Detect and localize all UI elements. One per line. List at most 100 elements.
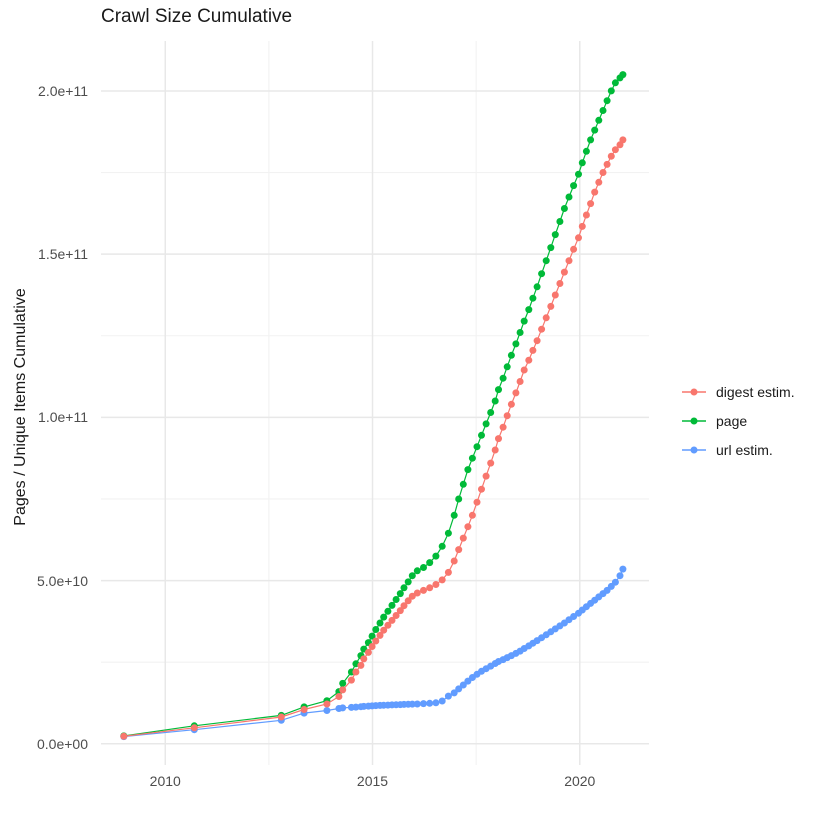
data-point bbox=[516, 329, 524, 336]
data-point bbox=[392, 596, 400, 603]
data-point bbox=[507, 351, 515, 359]
data-point bbox=[512, 389, 520, 397]
data-point bbox=[499, 374, 507, 382]
y-tick-label: 5.0e+10 bbox=[37, 572, 88, 589]
data-point bbox=[444, 692, 452, 700]
series-url-estim- bbox=[120, 565, 627, 741]
data-point bbox=[396, 590, 404, 598]
y-axis-title: Pages / Unique Items Cumulative bbox=[12, 288, 29, 526]
data-point bbox=[525, 356, 533, 364]
data-point bbox=[323, 700, 331, 708]
data-point bbox=[619, 136, 627, 144]
data-point bbox=[547, 244, 555, 252]
data-point bbox=[400, 584, 408, 592]
data-point bbox=[538, 325, 546, 333]
data-point bbox=[455, 685, 463, 693]
data-point bbox=[542, 257, 550, 265]
data-point bbox=[408, 700, 416, 708]
data-point bbox=[388, 616, 396, 624]
data-point bbox=[482, 420, 490, 428]
data-point bbox=[464, 523, 472, 531]
data-point bbox=[420, 586, 427, 594]
data-point bbox=[364, 648, 372, 656]
data-point bbox=[520, 317, 528, 325]
data-point bbox=[473, 498, 481, 506]
legend-label: page bbox=[716, 412, 748, 429]
data-point bbox=[529, 294, 537, 302]
data-point bbox=[413, 567, 421, 575]
data-point bbox=[487, 409, 495, 416]
y-tick-label: 0.0e+00 bbox=[37, 735, 88, 752]
data-point bbox=[611, 146, 619, 154]
data-point bbox=[372, 626, 380, 633]
data-point bbox=[450, 557, 458, 565]
data-point bbox=[408, 572, 416, 580]
data-point bbox=[357, 661, 365, 669]
data-point bbox=[468, 511, 476, 519]
data-point bbox=[420, 700, 427, 708]
data-point bbox=[455, 495, 463, 503]
data-point bbox=[491, 397, 499, 405]
data-point bbox=[560, 268, 568, 276]
data-point bbox=[611, 578, 619, 586]
y-tick-label: 1.5e+11 bbox=[38, 246, 88, 263]
legend-item: url estim. bbox=[681, 435, 795, 464]
data-point bbox=[503, 363, 511, 371]
data-point bbox=[619, 565, 627, 573]
data-point bbox=[533, 337, 541, 345]
data-point bbox=[438, 542, 446, 550]
data-point bbox=[450, 689, 458, 697]
data-point bbox=[603, 160, 611, 168]
data-point bbox=[512, 340, 520, 348]
data-point bbox=[300, 706, 308, 713]
data-point bbox=[503, 412, 511, 420]
data-point bbox=[438, 576, 446, 584]
data-point bbox=[339, 686, 347, 694]
data-point bbox=[587, 200, 595, 208]
data-point bbox=[400, 602, 408, 610]
data-point bbox=[396, 607, 404, 615]
data-point bbox=[347, 676, 355, 684]
data-point bbox=[459, 681, 467, 689]
data-point bbox=[388, 601, 396, 609]
data-point bbox=[120, 732, 128, 740]
data-point bbox=[352, 703, 360, 711]
data-point bbox=[376, 631, 384, 639]
data-point bbox=[368, 643, 376, 650]
data-point bbox=[444, 568, 452, 576]
data-point bbox=[599, 107, 607, 114]
data-point bbox=[587, 136, 595, 144]
data-point bbox=[529, 346, 537, 354]
y-tick-label: 2.0e+11 bbox=[38, 82, 88, 99]
data-point bbox=[478, 485, 485, 493]
data-point bbox=[426, 584, 434, 592]
data-point bbox=[525, 306, 533, 314]
data-point bbox=[565, 193, 573, 201]
data-point bbox=[432, 581, 440, 588]
data-point bbox=[565, 257, 573, 265]
x-tick-label: 2010 bbox=[149, 773, 181, 789]
legend: digest estim. page url estim. bbox=[681, 377, 795, 464]
data-point bbox=[507, 400, 515, 408]
data-point bbox=[444, 529, 452, 537]
data-point bbox=[404, 578, 412, 586]
data-point bbox=[408, 592, 416, 600]
data-point bbox=[520, 366, 528, 374]
legend-key-icon bbox=[682, 446, 706, 453]
data-point bbox=[575, 170, 582, 178]
data-point bbox=[582, 211, 590, 219]
data-point bbox=[438, 697, 446, 705]
series-line bbox=[123, 568, 624, 738]
data-point bbox=[432, 699, 440, 707]
data-point bbox=[404, 597, 412, 605]
grid-major bbox=[101, 41, 649, 765]
data-point bbox=[607, 87, 615, 95]
data-point bbox=[384, 607, 392, 615]
grid-minor bbox=[101, 41, 649, 765]
data-point bbox=[413, 589, 421, 597]
data-point bbox=[570, 182, 578, 190]
data-point bbox=[495, 386, 502, 394]
data-point bbox=[533, 283, 541, 291]
